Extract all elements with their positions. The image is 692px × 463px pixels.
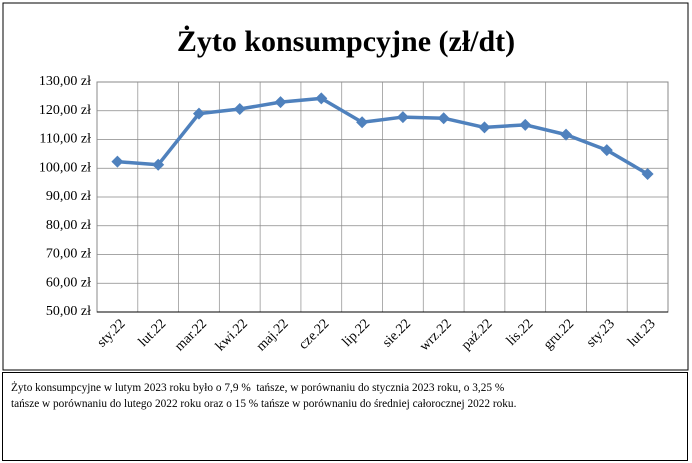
y-tick-label: 120,00 zł <box>39 103 91 118</box>
marker <box>519 118 532 131</box>
marker <box>600 144 613 157</box>
y-tick-label: 80,00 zł <box>46 218 91 233</box>
y-tick-label: 60,00 zł <box>46 275 91 290</box>
marker <box>641 168 654 180</box>
marker <box>437 112 450 125</box>
marker <box>478 121 491 134</box>
chart-title: Żyto konsumpcyjne (zł/dt) <box>177 25 515 58</box>
marker <box>111 155 124 168</box>
y-tick-label: 110,00 zł <box>39 132 91 147</box>
y-tick-label: 70,00 zł <box>46 247 91 262</box>
caption: Żyto konsumpcyjne w lutym 2023 roku było… <box>2 372 688 461</box>
caption-line: Żyto konsumpcyjne w lutym 2023 roku było… <box>11 382 505 394</box>
y-tick-label: 90,00 zł <box>46 189 91 204</box>
marker <box>192 107 205 120</box>
marker <box>274 96 287 109</box>
chart: Żyto konsumpcyjne (zł/dt) 50,00 zł 60,00 … <box>2 2 689 371</box>
y-tick-label: 100,00 zł <box>39 160 91 175</box>
marker <box>152 158 165 171</box>
marker <box>396 111 409 124</box>
y-tick-label: 50,00 zł <box>46 304 91 319</box>
y-tick-label: 130,00 zł <box>39 74 91 89</box>
marker <box>233 103 246 116</box>
marker <box>315 92 328 105</box>
line <box>117 96 649 176</box>
marker <box>560 128 573 141</box>
marker <box>356 116 369 129</box>
caption-line: tańsze w porównaniu do lutego 2022 roku … <box>11 398 517 410</box>
